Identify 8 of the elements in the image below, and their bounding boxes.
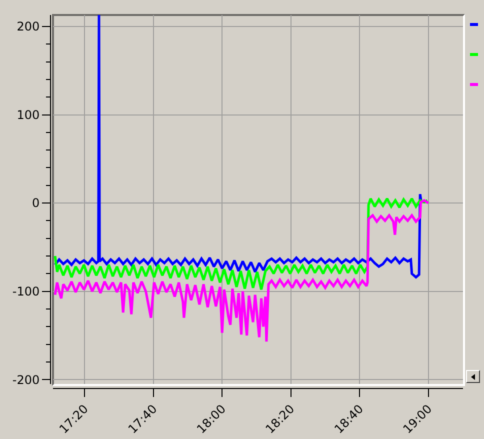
y-tick-label: 0 <box>32 196 40 210</box>
y-tick-label: 100 <box>16 108 40 122</box>
line-series <box>54 15 422 278</box>
line-series <box>54 197 429 291</box>
y-tick-label: 200 <box>16 20 40 34</box>
y-tick-label: -100 <box>12 284 40 299</box>
line-series <box>54 199 430 343</box>
y-tick-label: -200 <box>12 372 40 387</box>
